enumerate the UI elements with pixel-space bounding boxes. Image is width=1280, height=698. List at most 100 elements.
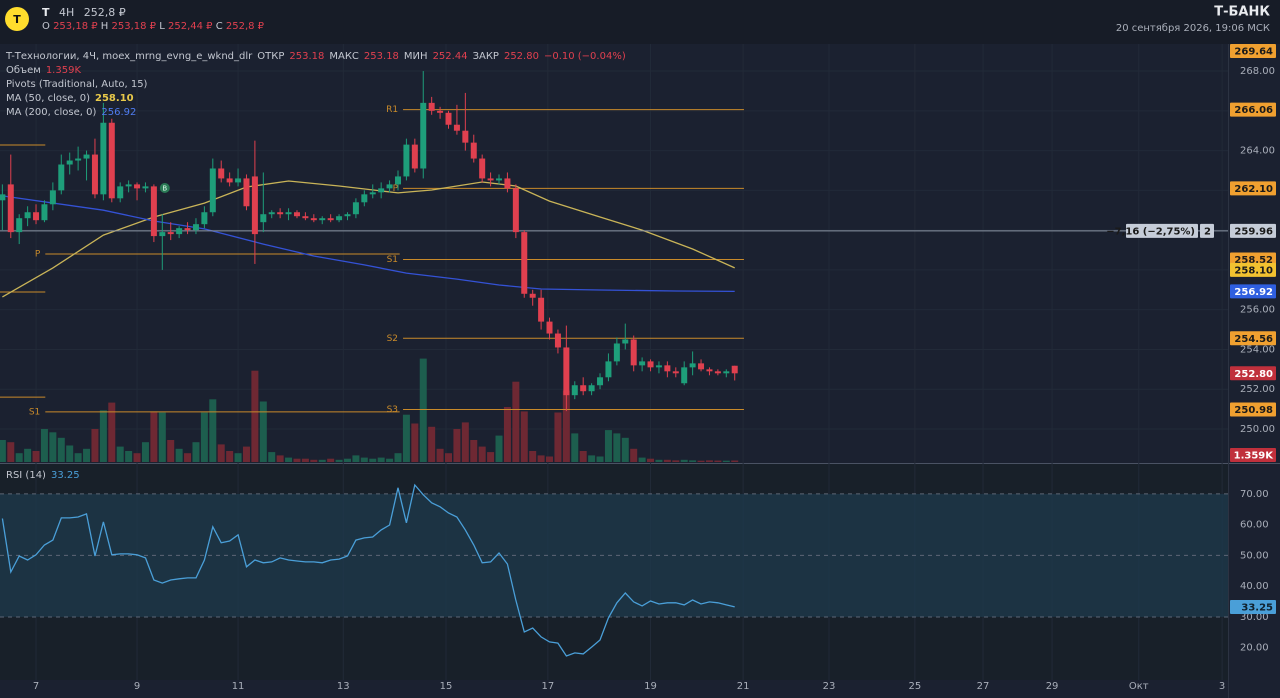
volume-bar <box>419 358 427 462</box>
legend-rsi-row: RSI (14) 33.25 <box>6 469 85 482</box>
candle-body <box>605 361 612 378</box>
candle-body <box>226 178 233 183</box>
candle-body <box>681 367 688 384</box>
c-value: 252,8 ₽ <box>225 21 265 32</box>
volume-bar <box>663 459 671 462</box>
volume-bar <box>327 458 335 462</box>
volume-bar <box>352 455 360 462</box>
volume-bar <box>503 407 511 462</box>
volume-bar <box>141 442 149 462</box>
candle-body <box>512 188 519 233</box>
event-label: B <box>162 185 167 193</box>
high-label: МАКС <box>329 51 359 62</box>
candle-body <box>723 371 730 374</box>
candle-body <box>487 178 494 181</box>
rsi-tick-label: 60.00 <box>1240 520 1269 531</box>
candle-body <box>41 204 48 221</box>
axis-box-label: 33.25 <box>1241 602 1273 613</box>
candle-body <box>268 212 275 215</box>
volume-bar <box>150 411 158 462</box>
h-label: H <box>100 21 109 32</box>
volume-value: 1.359K <box>45 65 81 76</box>
l-label: L <box>159 21 165 32</box>
volume-bar <box>40 429 48 462</box>
volume-bar <box>613 433 621 462</box>
volume-bar <box>647 458 655 462</box>
volume-bar <box>175 448 183 462</box>
candle-body <box>554 333 561 348</box>
x-tick-label: 9 <box>134 681 140 692</box>
candle-body <box>698 363 705 370</box>
event-marker <box>159 183 170 193</box>
x-tick-label: Окт <box>1129 681 1149 692</box>
volume-bar <box>310 459 318 462</box>
axis-box-label: 258.10 <box>1234 265 1273 276</box>
volume-bar <box>108 402 116 462</box>
volume-bar <box>680 459 688 462</box>
close-label: ЗАКР <box>472 51 499 62</box>
volume-bar <box>655 459 663 462</box>
candle-body <box>251 176 258 235</box>
axis-box <box>1200 223 1214 238</box>
candle-body <box>285 212 292 215</box>
volume-bar <box>301 458 309 462</box>
candle-body <box>91 154 98 195</box>
candle-body <box>176 228 183 235</box>
volume-bar <box>579 451 587 462</box>
pivot-name: S3 <box>387 405 398 415</box>
axis-box-label: 254.56 <box>1234 334 1273 345</box>
candle-body <box>588 385 595 392</box>
y-tick-label: 254.00 <box>1240 344 1275 355</box>
candle-body <box>58 164 65 191</box>
volume-bar <box>512 381 520 462</box>
pivot-name: P <box>393 184 399 194</box>
rsi-tick-label: 30.00 <box>1240 612 1269 623</box>
volume-bar <box>630 448 638 462</box>
y-tick-label: 256.00 <box>1240 305 1275 316</box>
axis-box-label: 1.359K <box>1234 451 1275 462</box>
volume-bar <box>0 440 6 462</box>
volume-bar <box>167 440 175 462</box>
candle-body <box>310 218 317 221</box>
volume-bar <box>689 460 697 462</box>
volume-bar <box>604 430 612 462</box>
high-value: 253.18 <box>363 51 399 62</box>
candle-body <box>302 216 309 219</box>
candle-body <box>529 293 536 298</box>
axis-box-label: 250.98 <box>1234 405 1273 416</box>
candle-body <box>647 361 654 368</box>
candle-body <box>504 178 511 189</box>
volume-bar <box>638 457 646 462</box>
axis-box-label: 252.80 <box>1234 369 1273 380</box>
volume-bar <box>487 452 495 462</box>
candle-body <box>209 168 216 213</box>
candle-body <box>159 232 166 237</box>
volume-bar <box>697 460 705 462</box>
volume-bar <box>478 446 486 462</box>
volume-bar <box>276 455 284 462</box>
volume-bar <box>436 448 444 462</box>
axis-box <box>1230 44 1276 58</box>
volume-bar <box>192 442 200 462</box>
candle-body <box>462 130 469 143</box>
rsi-band <box>0 493 1228 617</box>
volume-bar <box>369 458 377 462</box>
volume-bar <box>554 412 562 462</box>
logo <box>5 7 29 31</box>
candle-body <box>277 212 284 215</box>
candle-body <box>49 190 56 205</box>
volume-bar <box>621 437 629 462</box>
volume-bar <box>495 435 503 462</box>
pivot-name: R1 <box>386 105 398 115</box>
ma200-label: MA (200, close, 0) <box>6 107 97 118</box>
c-label: C <box>215 21 223 32</box>
o-label: O <box>42 21 50 32</box>
volume-bar <box>158 412 166 462</box>
candle-body <box>218 168 225 179</box>
axis-box <box>1230 102 1276 117</box>
rsi-tick-label: 40.00 <box>1240 581 1269 592</box>
candle-body <box>470 142 477 159</box>
interval[interactable]: 4H <box>59 6 75 19</box>
o-value: 253,18 ₽ <box>53 21 98 32</box>
